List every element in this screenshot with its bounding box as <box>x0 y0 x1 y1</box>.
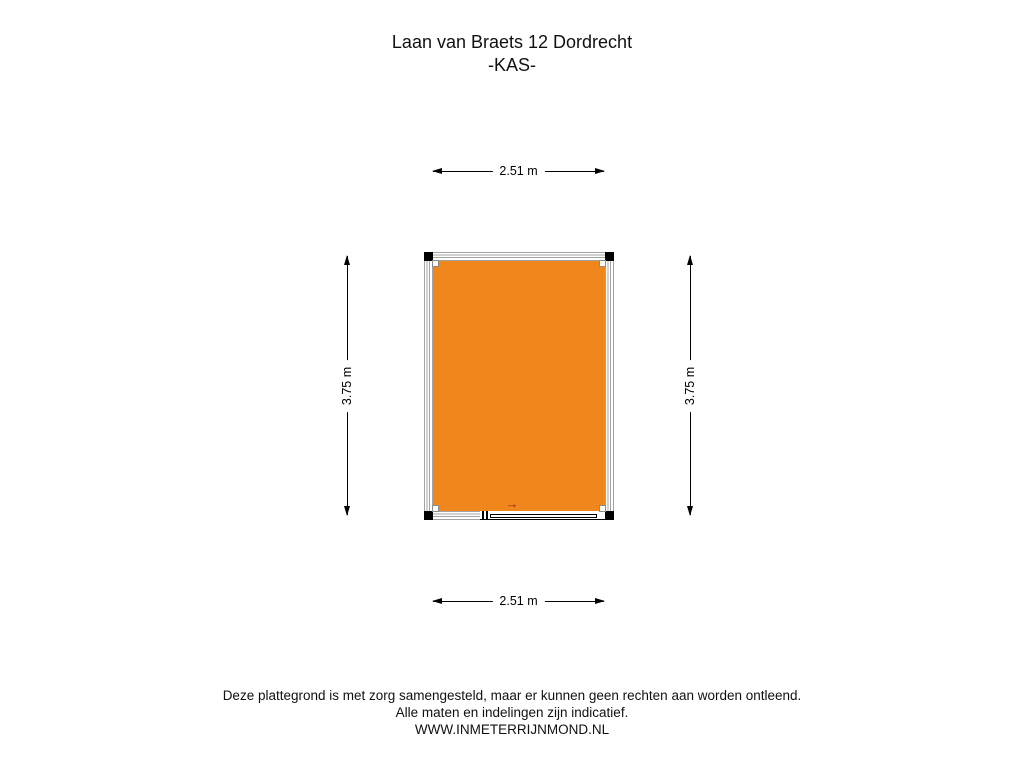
corner-post-top-right <box>605 252 614 261</box>
arrowhead-left-icon <box>432 168 442 174</box>
dimension-width-bottom: 2.51 m <box>432 594 605 608</box>
disclaimer-line-1: Deze plattegrond is met zorg samengestel… <box>222 688 802 703</box>
arrowhead-down-icon <box>344 506 350 516</box>
arrowhead-up-icon <box>687 255 693 265</box>
arrowhead-right-icon <box>595 168 605 174</box>
door-slide-arrow-icon: → <box>505 496 519 511</box>
sliding-door-leaf <box>490 513 597 518</box>
corner-post-bottom-left <box>424 511 433 520</box>
corner-post-top-left <box>424 252 433 261</box>
footer-disclaimer: Deze plattegrond is met zorg samengestel… <box>0 687 1024 738</box>
floorplan-kas: → <box>424 252 614 520</box>
door-jamb <box>486 511 488 520</box>
room-kas <box>433 261 605 511</box>
dimension-width-top: 2.51 m <box>432 164 605 178</box>
page-title: Laan van Braets 12 Dordrecht -KAS- <box>0 31 1024 77</box>
dimension-label: 2.51 m <box>492 594 545 608</box>
arrowhead-up-icon <box>344 255 350 265</box>
door-jamb <box>482 511 484 520</box>
dimension-height-right: 3.75 m <box>683 255 697 516</box>
dimension-height-left: 3.75 m <box>340 255 354 516</box>
wall-right <box>605 252 614 520</box>
arrowhead-right-icon <box>595 598 605 604</box>
wall-left <box>424 252 433 520</box>
wall-bottom <box>424 511 480 520</box>
corner-inner-post <box>432 505 439 512</box>
arrowhead-left-icon <box>432 598 442 604</box>
dimension-label: 3.75 m <box>340 359 354 412</box>
title-address: Laan van Braets 12 Dordrecht <box>391 32 633 52</box>
title-floor-label: -KAS- <box>487 55 536 75</box>
footer-website: WWW.INMETERRIJNMOND.NL <box>414 722 610 737</box>
disclaimer-line-2: Alle maten en indelingen zijn indicatief… <box>395 705 629 720</box>
wall-top <box>424 252 614 261</box>
arrowhead-down-icon <box>687 506 693 516</box>
corner-inner-post <box>599 505 606 512</box>
corner-inner-post <box>599 260 606 267</box>
dimension-label: 3.75 m <box>683 359 697 412</box>
corner-post-bottom-right <box>605 511 614 520</box>
dimension-label: 2.51 m <box>492 164 545 178</box>
corner-inner-post <box>432 260 439 267</box>
